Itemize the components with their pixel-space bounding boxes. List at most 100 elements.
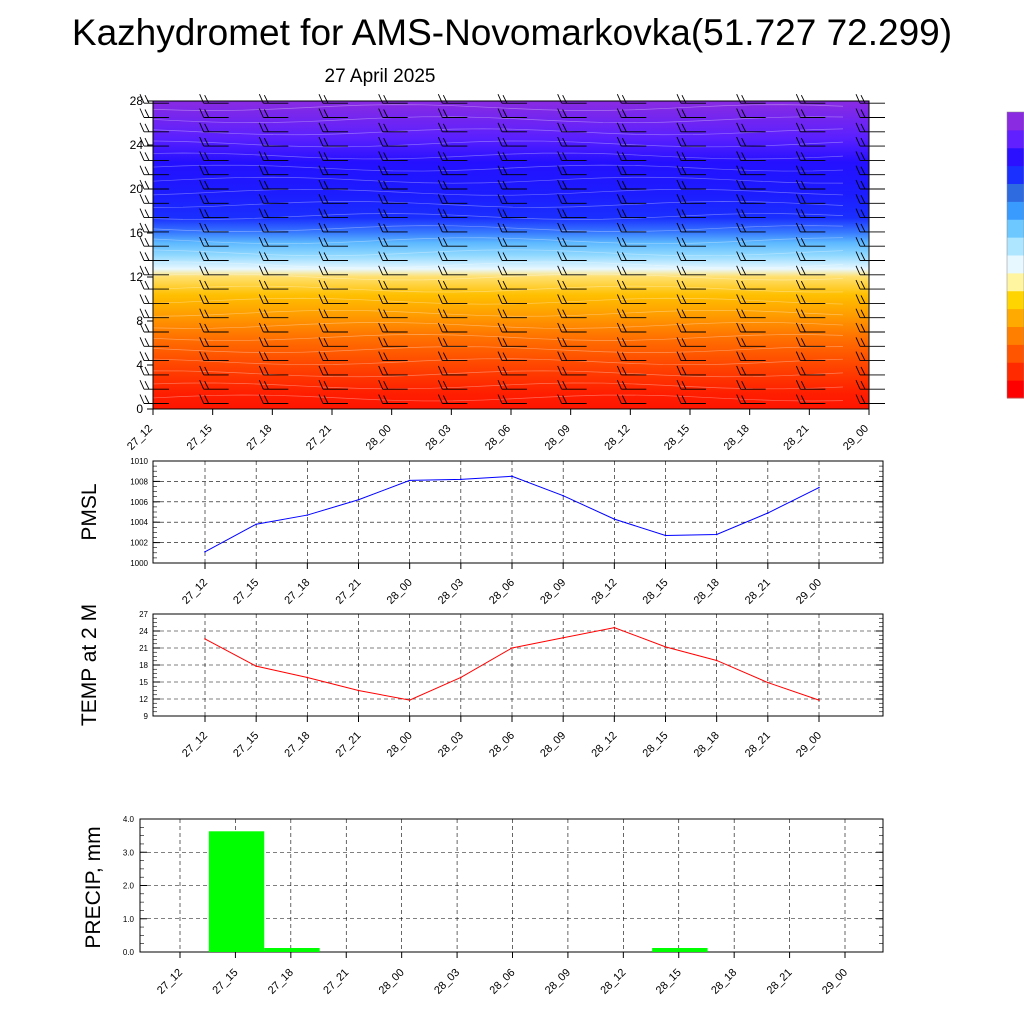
wind-barb-feather bbox=[741, 295, 747, 304]
wind-barb-feather bbox=[855, 337, 861, 347]
wind-barb-feather bbox=[741, 338, 747, 347]
wind-barb-feather bbox=[383, 380, 389, 390]
wind-barb bbox=[855, 294, 885, 304]
wind-barb-feather bbox=[681, 280, 687, 290]
wind-barb-feather bbox=[621, 237, 627, 247]
wind-barb bbox=[139, 265, 169, 276]
wind-barb bbox=[318, 294, 348, 304]
wind-barb-feather bbox=[497, 251, 503, 261]
wind-barb bbox=[736, 337, 766, 347]
wind-barb-feather bbox=[562, 123, 568, 133]
wind-barb-feather bbox=[383, 338, 389, 347]
wind-barb-feather bbox=[383, 195, 389, 204]
wind-barb-feather bbox=[139, 122, 145, 132]
wind-barb-feather bbox=[557, 394, 563, 404]
wind-barb bbox=[199, 237, 229, 247]
wind-barb-feather bbox=[383, 395, 389, 404]
colorbar-swatch bbox=[1007, 326, 1024, 345]
wind-barb-feather bbox=[204, 237, 210, 247]
wind-barb bbox=[616, 165, 647, 176]
wind-barb bbox=[139, 237, 169, 247]
wind-barb-feather bbox=[800, 252, 806, 261]
x-tick-label: 28_03 bbox=[436, 730, 466, 760]
wind-barb-feather bbox=[855, 394, 861, 404]
wind-barb-feather bbox=[378, 279, 384, 290]
wind-barb-feather bbox=[144, 295, 150, 304]
wind-barb-feather bbox=[437, 194, 443, 204]
wind-barb bbox=[139, 122, 169, 133]
wind-barb bbox=[676, 337, 706, 347]
wind-barb-feather bbox=[795, 308, 801, 318]
wind-barb-feather bbox=[860, 137, 866, 147]
wind-barb-feather bbox=[800, 366, 806, 376]
wind-barb-feather bbox=[139, 179, 145, 190]
wind-barb-feather bbox=[263, 109, 269, 118]
wind-barb-feather bbox=[442, 180, 448, 190]
wind-barb-feather bbox=[502, 237, 508, 247]
wind-barb-feather bbox=[736, 122, 742, 132]
wind-barb-feather bbox=[263, 209, 269, 218]
x-tick-label: 28_03 bbox=[423, 423, 453, 453]
pmsl-data-point bbox=[511, 475, 513, 478]
wind-barb bbox=[139, 308, 169, 319]
wind-barb-feather bbox=[139, 208, 145, 218]
wind-barb bbox=[795, 108, 826, 118]
wind-barb bbox=[736, 251, 766, 261]
wind-barb-feather bbox=[199, 237, 205, 247]
wind-barb-feather bbox=[557, 94, 563, 104]
pmsl-data-point bbox=[408, 479, 411, 482]
x-tick-label: 28_00 bbox=[385, 577, 415, 607]
y-tick-label: 12 bbox=[130, 270, 144, 284]
wind-barb-feather bbox=[318, 265, 324, 275]
wind-barb-feather bbox=[616, 151, 622, 161]
wind-barb bbox=[736, 279, 766, 290]
wind-barb-feather bbox=[800, 266, 806, 276]
y-tick-label: 1006 bbox=[130, 498, 148, 507]
wind-barb-feather bbox=[199, 265, 205, 275]
wind-barb-feather bbox=[323, 152, 329, 161]
wind-barb-feather bbox=[800, 166, 806, 175]
wind-barb-feather bbox=[621, 152, 627, 161]
wind-barb-feather bbox=[263, 338, 269, 347]
wind-barb-feather bbox=[741, 237, 747, 247]
wind-barb-feather bbox=[855, 365, 861, 376]
wind-barb bbox=[616, 322, 647, 333]
wind-barb-feather bbox=[676, 365, 682, 376]
contour-line bbox=[152, 394, 844, 402]
x-tick-label: 28_09 bbox=[538, 577, 568, 607]
wind-barb bbox=[676, 165, 706, 176]
wind-barb-feather bbox=[621, 380, 627, 390]
wind-barb-feather bbox=[795, 294, 801, 304]
wind-barb bbox=[378, 351, 408, 362]
wind-barb-feather bbox=[263, 252, 269, 261]
wind-barb-feather bbox=[323, 380, 329, 390]
wind-barb-feather bbox=[378, 94, 384, 104]
x-tick-label: 28_18 bbox=[709, 967, 739, 997]
wind-barb-feather bbox=[144, 252, 150, 261]
wind-barb bbox=[437, 279, 468, 290]
wind-barb-feather bbox=[199, 279, 205, 290]
wind-barb-feather bbox=[442, 209, 448, 218]
wind-barb-feather bbox=[800, 137, 806, 147]
colorbar-swatch bbox=[1007, 344, 1024, 363]
wind-barb-feather bbox=[258, 351, 264, 361]
temp-data-point bbox=[613, 626, 616, 629]
wind-barb bbox=[258, 294, 289, 304]
wind-barb bbox=[258, 222, 289, 233]
wind-barb-feather bbox=[860, 395, 866, 404]
wind-barb-feather bbox=[562, 94, 568, 104]
wind-barb bbox=[557, 122, 587, 133]
wind-barb-feather bbox=[204, 94, 210, 104]
wind-barb-feather bbox=[557, 294, 563, 304]
wind-barb-feather bbox=[557, 337, 563, 347]
wind-barb-feather bbox=[557, 251, 563, 261]
wind-barb bbox=[378, 337, 408, 347]
colorbar-swatch bbox=[1007, 237, 1024, 256]
wind-barb-feather bbox=[741, 209, 747, 218]
wind-barb bbox=[437, 322, 468, 333]
wind-barb-feather bbox=[502, 338, 508, 347]
wind-barb-feather bbox=[621, 94, 627, 104]
y-tick-label: 12 bbox=[139, 695, 148, 704]
wind-barb bbox=[497, 294, 527, 304]
